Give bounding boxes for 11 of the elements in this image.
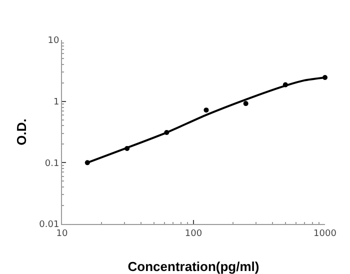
x-tick-label: 1000	[314, 228, 337, 239]
x-axis-title: Concentration(pg/ml)	[128, 259, 260, 274]
x-tick-label: 10	[56, 228, 68, 239]
x-tick-label: 100	[184, 228, 202, 239]
point	[204, 108, 209, 113]
y-tick-label: 1	[53, 97, 60, 108]
y-tick-label: 0.1	[44, 158, 60, 169]
y-tick-label: 10	[48, 36, 60, 46]
y-tick-label: 0.01	[39, 220, 60, 230]
point	[243, 101, 248, 106]
y-axis-title: O.D.	[14, 118, 29, 146]
